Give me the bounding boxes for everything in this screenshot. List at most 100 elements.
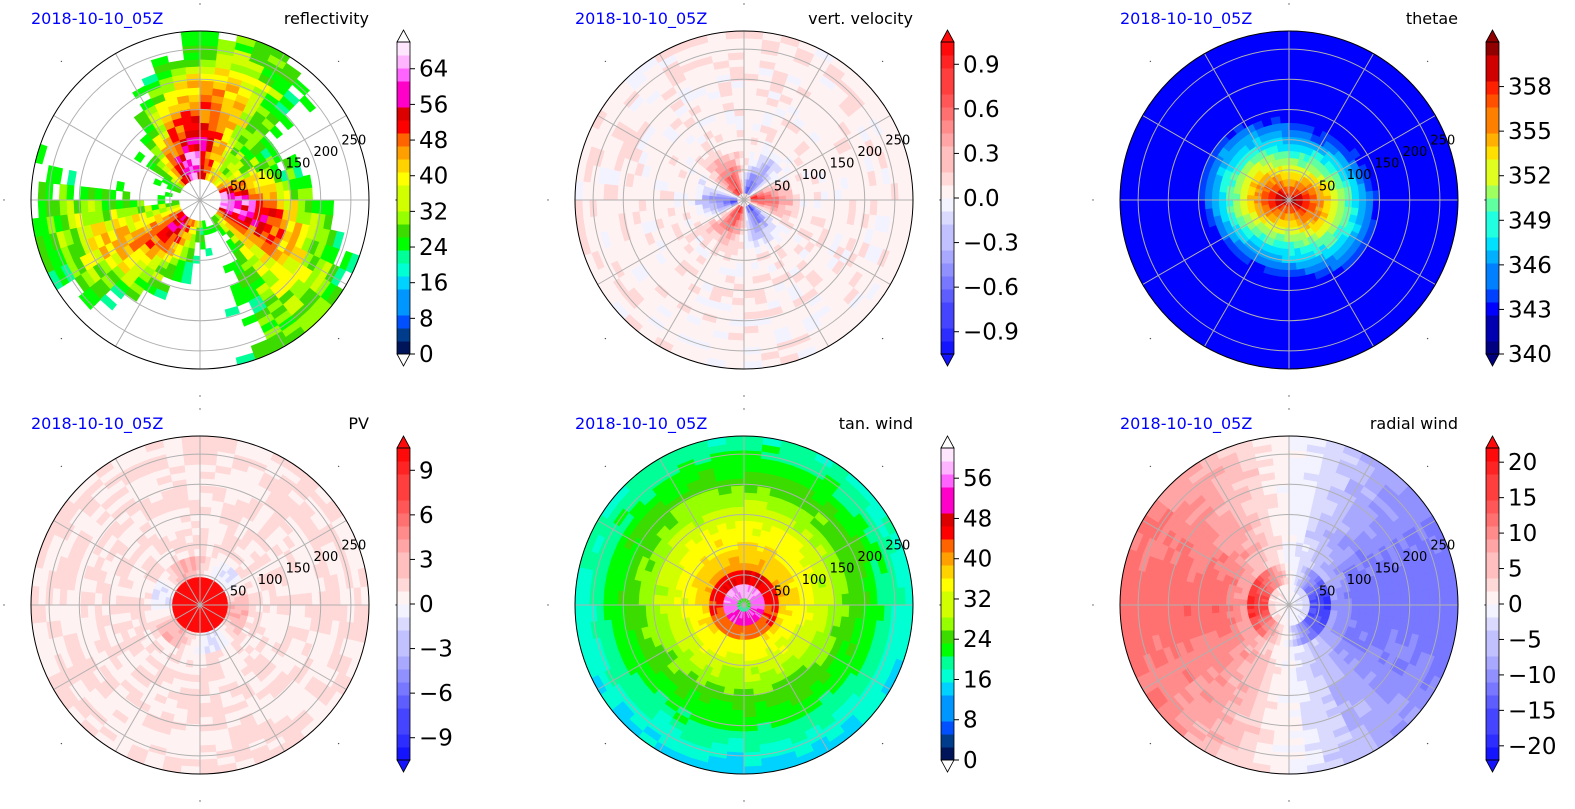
field-cell bbox=[199, 463, 217, 473]
field-cell bbox=[99, 294, 117, 311]
field-cell bbox=[1288, 37, 1308, 47]
field-cell bbox=[727, 332, 745, 342]
field-cell bbox=[150, 55, 170, 68]
field-cell bbox=[1211, 190, 1220, 201]
field-cell bbox=[87, 199, 96, 213]
grid-spoke bbox=[115, 199, 201, 347]
field-cell bbox=[51, 199, 61, 217]
field-cell bbox=[1277, 290, 1290, 299]
field-cell bbox=[1288, 150, 1295, 159]
colorbar-tick-label: 16 bbox=[419, 271, 448, 297]
field-cell bbox=[1280, 129, 1290, 138]
radial-tick-label: 200 bbox=[858, 145, 883, 160]
field-cell bbox=[813, 190, 822, 201]
radial-tick-label: 150 bbox=[830, 156, 855, 171]
field-cell bbox=[1288, 276, 1299, 285]
field-cell bbox=[65, 199, 75, 216]
field-cell bbox=[701, 194, 710, 201]
field-cell bbox=[1351, 191, 1360, 201]
field-cell bbox=[820, 199, 829, 210]
field-cell bbox=[304, 199, 313, 213]
field-cell bbox=[1379, 188, 1388, 201]
grid-spoke bbox=[659, 199, 745, 347]
field-cell bbox=[743, 290, 756, 299]
field-cell bbox=[1272, 58, 1290, 68]
colorbar-segment bbox=[397, 341, 410, 355]
field-cell bbox=[1288, 353, 1308, 363]
field-cell bbox=[743, 157, 750, 166]
field-cell bbox=[311, 199, 321, 214]
field-cell bbox=[115, 604, 124, 615]
outer-tick bbox=[337, 60, 340, 63]
field-cell bbox=[199, 58, 217, 68]
field-cell bbox=[1288, 79, 1303, 89]
field-cell bbox=[79, 604, 89, 619]
colorbar-segment bbox=[397, 107, 410, 121]
field-cell bbox=[311, 604, 321, 619]
colorbar-tick-label: 64 bbox=[419, 57, 448, 83]
field-cell bbox=[1288, 332, 1306, 342]
colorbar-segment bbox=[941, 250, 954, 264]
field-cell bbox=[199, 730, 216, 740]
field-cell bbox=[276, 595, 285, 606]
radial-tick-label: 100 bbox=[258, 168, 283, 183]
field-cell bbox=[728, 65, 745, 75]
field-cell bbox=[164, 600, 173, 606]
outer-tick bbox=[743, 395, 745, 397]
field-cell bbox=[743, 79, 758, 89]
field-cell bbox=[183, 456, 201, 466]
field-cell bbox=[883, 183, 893, 201]
field-cell bbox=[737, 248, 745, 257]
field-cell bbox=[276, 190, 285, 201]
field-cell bbox=[1386, 187, 1395, 201]
grid-spoke bbox=[597, 199, 745, 285]
field-cell bbox=[58, 183, 68, 201]
colorbar-segment bbox=[397, 120, 410, 134]
field-cell bbox=[659, 199, 668, 210]
field-cell bbox=[133, 151, 146, 163]
grid-spoke bbox=[743, 199, 829, 347]
field-cell bbox=[188, 101, 201, 110]
field-cell bbox=[139, 133, 153, 146]
field-cell bbox=[205, 143, 213, 153]
field-cell bbox=[883, 199, 893, 217]
outer-tick bbox=[1149, 337, 1152, 340]
field-cell bbox=[199, 548, 207, 557]
field-cell bbox=[248, 604, 257, 612]
outer-tick bbox=[1484, 199, 1486, 201]
field-cell bbox=[164, 191, 173, 198]
field-cell bbox=[1154, 184, 1164, 201]
colorbar-segment bbox=[397, 211, 410, 225]
colorbar-segment bbox=[397, 237, 410, 251]
field-cell bbox=[115, 595, 124, 606]
field-cell bbox=[190, 527, 201, 536]
outer-tick bbox=[1092, 199, 1094, 201]
field-cell bbox=[199, 520, 210, 529]
field-cell bbox=[66, 169, 77, 187]
field-cell bbox=[1279, 122, 1290, 131]
field-cell bbox=[1276, 304, 1290, 313]
colorbar-tick-label: 48 bbox=[419, 128, 448, 154]
field-cell bbox=[115, 180, 125, 192]
field-cell bbox=[1288, 311, 1303, 321]
field-cell bbox=[1336, 205, 1346, 213]
field-cell bbox=[1288, 157, 1295, 166]
field-cell bbox=[1269, 360, 1290, 369]
field-cell bbox=[687, 193, 696, 201]
colorbar-segment bbox=[397, 146, 410, 160]
field-cell bbox=[1421, 183, 1431, 201]
field-cell bbox=[1428, 183, 1438, 201]
field-cell bbox=[609, 199, 619, 216]
field-cell bbox=[94, 199, 103, 213]
colorbar-segment bbox=[397, 172, 410, 186]
colorbar-segment bbox=[1486, 107, 1499, 121]
field-cell bbox=[129, 604, 138, 614]
field-cell bbox=[79, 591, 89, 606]
field-cell bbox=[834, 199, 843, 212]
field-cell bbox=[1421, 199, 1431, 217]
field-cell bbox=[194, 639, 201, 648]
field-cell bbox=[602, 199, 612, 217]
field-cell bbox=[1270, 37, 1290, 47]
panel-date: 2018-10-10_05Z bbox=[575, 9, 707, 29]
